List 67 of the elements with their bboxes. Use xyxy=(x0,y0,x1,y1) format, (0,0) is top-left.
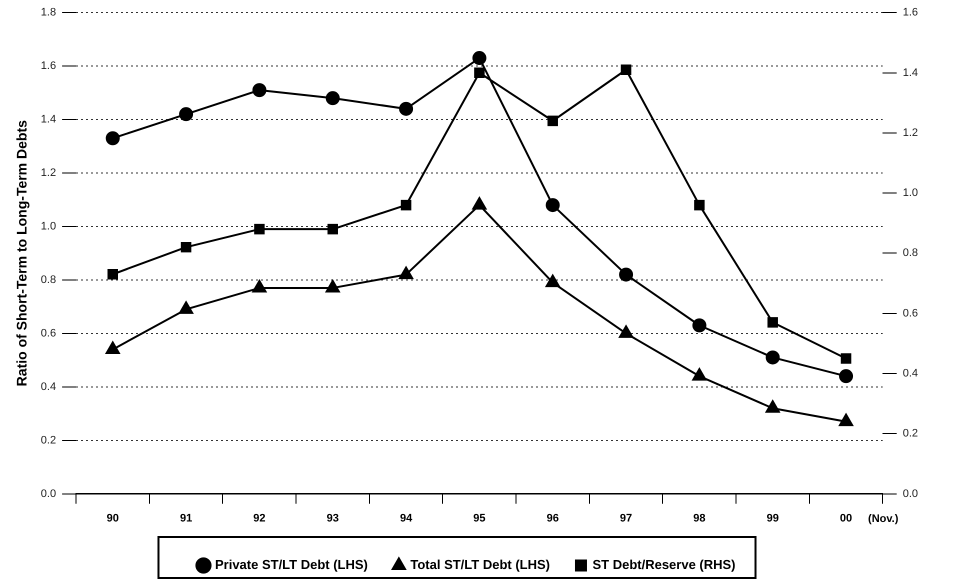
point xyxy=(546,274,560,288)
point xyxy=(474,68,485,78)
y-axis-title: Ratio of Short-Term to Long-Term Debts xyxy=(13,120,30,386)
point xyxy=(108,269,118,280)
point xyxy=(179,107,194,122)
x-tick-label: 95 xyxy=(473,512,486,524)
y2-tick-label: 0.6 xyxy=(902,307,918,320)
y-tick-label: 1.4 xyxy=(40,114,56,126)
point xyxy=(472,197,486,210)
y2-tick-label: 0.8 xyxy=(902,247,918,260)
x-tick-label: 97 xyxy=(620,512,632,524)
y-tick-label: 0.4 xyxy=(40,380,56,393)
y2-tick-label: 1.6 xyxy=(902,6,918,19)
y2-tick-label: 0.4 xyxy=(902,368,918,380)
point xyxy=(399,266,414,280)
point xyxy=(180,242,192,252)
point xyxy=(547,116,558,126)
point xyxy=(766,400,780,413)
y-tick-label: 0.2 xyxy=(40,434,56,446)
y-tick-label: 1.6 xyxy=(40,60,56,72)
y2-tick-label: 1.4 xyxy=(902,66,918,79)
y2-tick-label: 0.2 xyxy=(902,428,918,440)
point xyxy=(840,353,852,364)
point xyxy=(252,280,266,292)
point xyxy=(692,368,706,381)
x-tick-label: 99 xyxy=(766,512,779,524)
point xyxy=(106,341,120,354)
point xyxy=(838,414,854,426)
point xyxy=(106,131,120,146)
point xyxy=(328,224,338,234)
point xyxy=(254,224,265,234)
x-tick-label: 00 xyxy=(840,512,852,524)
point xyxy=(179,301,194,314)
y-tick-label: 1.8 xyxy=(40,6,56,19)
text: (Nov.) xyxy=(868,512,899,525)
x-tick-label: 94 xyxy=(400,512,414,524)
point xyxy=(252,83,266,98)
point xyxy=(767,317,778,328)
y2-tick-label: 1.0 xyxy=(902,187,918,200)
legend-label: Private ST/LT Debt (LHS) xyxy=(214,557,368,572)
y-tick-label: 1.0 xyxy=(40,220,56,232)
point xyxy=(694,200,705,210)
y2-tick-label: 1.2 xyxy=(902,126,918,139)
x-tick-label: 96 xyxy=(546,512,559,524)
point xyxy=(399,102,414,116)
point xyxy=(620,64,632,75)
x-tick-label: 92 xyxy=(253,512,266,524)
point xyxy=(619,268,634,282)
legend-label: Total ST/LT Debt (LHS) xyxy=(410,557,550,572)
point xyxy=(472,51,486,66)
y-tick-label: 1.2 xyxy=(40,167,56,180)
point xyxy=(546,198,560,212)
legend-label: ST Debt/Reserve (RHS) xyxy=(592,557,736,572)
y-tick-label: 0.0 xyxy=(40,488,56,500)
x-tick-label: 91 xyxy=(180,512,192,524)
point xyxy=(400,200,412,210)
y-tick-label: 0.8 xyxy=(40,274,56,286)
point xyxy=(618,325,634,338)
x-tick-label: 98 xyxy=(693,512,706,524)
y-tick-label: 0.6 xyxy=(40,327,56,340)
point xyxy=(326,280,340,292)
point xyxy=(766,350,780,364)
point xyxy=(326,91,340,106)
y2-tick-label: 0.0 xyxy=(902,488,918,500)
point xyxy=(692,318,706,332)
x-tick-label: 93 xyxy=(326,512,339,524)
x-tick-label: 90 xyxy=(106,512,119,524)
